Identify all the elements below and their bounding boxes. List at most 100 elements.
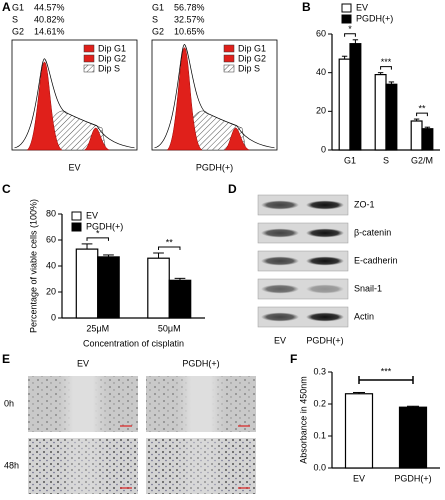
protein-label: β-catenin <box>354 227 391 237</box>
bar <box>344 393 374 469</box>
legend-label: Dip S <box>238 63 260 73</box>
x-tick-label: 25μM <box>86 323 109 333</box>
y-tick-label: 0.0 <box>313 462 326 472</box>
protein-label: Actin <box>354 311 374 321</box>
x-tick-label: 50μM <box>158 323 181 333</box>
y-tick-label: 0.3 <box>313 366 326 376</box>
legend-label: Dip G1 <box>238 43 266 53</box>
blot-band <box>306 284 344 294</box>
histogram-outline <box>154 44 275 149</box>
legend-label: Dip S <box>98 63 120 73</box>
blot-strip <box>257 222 349 244</box>
phase-name: G2 <box>12 26 24 36</box>
blot-band <box>261 256 299 266</box>
phase-percent: 56.78% <box>174 2 205 12</box>
significance-label: *** <box>381 57 392 67</box>
phase-name: S <box>12 14 18 24</box>
bar <box>168 279 192 319</box>
dip-g2-peak <box>224 127 250 151</box>
bar <box>75 248 99 319</box>
blot-strip <box>257 250 349 272</box>
scratch-gap <box>58 438 108 494</box>
scratch-gap <box>176 376 226 432</box>
row-label: 0h <box>4 398 14 408</box>
blot-band <box>306 312 344 322</box>
y-tick-label: 20 <box>316 106 326 116</box>
legend-swatch <box>71 211 82 221</box>
x-axis-label: Concentration of cisplatin <box>83 338 184 348</box>
blot-band <box>306 200 344 210</box>
blot-band <box>261 200 299 210</box>
bar <box>374 73 387 151</box>
phase-name: G2 <box>152 26 164 36</box>
phase-percent: 40.82% <box>34 14 65 24</box>
legend-swatch <box>83 44 95 53</box>
significance-bracket <box>86 237 109 241</box>
significance-bracket <box>416 112 428 117</box>
dip-g2-peak <box>84 127 110 151</box>
significance-bracket <box>380 66 392 70</box>
panel-label: B <box>302 0 311 14</box>
bar <box>349 43 362 151</box>
x-tick-label: G2/M <box>411 155 433 165</box>
phase-name: S <box>152 14 158 24</box>
row-label: 48h <box>4 460 19 470</box>
blot-band <box>261 284 299 294</box>
significance-label: * <box>96 228 100 238</box>
phase-percent: 10.65% <box>174 26 205 36</box>
significance-label: ** <box>418 103 426 113</box>
legend-label: Dip G2 <box>238 53 266 63</box>
blot-band <box>261 312 299 322</box>
significance-label: * <box>348 24 352 34</box>
y-tick-label: 40 <box>46 260 56 270</box>
phase-name: G1 <box>152 2 164 12</box>
lane-label: EV <box>274 335 286 345</box>
phase-name: G1 <box>12 2 24 12</box>
panel-label: C <box>2 182 11 196</box>
blot-band <box>306 228 344 238</box>
significance-label: ** <box>166 237 174 247</box>
legend-label: PGDH(+) <box>356 13 393 23</box>
x-tick-label: S <box>383 155 389 165</box>
protein-label: Snail-1 <box>354 283 382 293</box>
y-tick-label: 0.2 <box>313 398 326 408</box>
protein-label: ZO-1 <box>354 199 375 209</box>
blot-strip <box>257 194 349 216</box>
protein-label: E-cadherin <box>354 255 398 265</box>
legend-swatch <box>341 14 352 24</box>
legend-label: Dip G1 <box>98 43 126 53</box>
legend-swatch <box>83 54 95 63</box>
legend-label: EV <box>86 210 98 220</box>
y-tick-label: 0 <box>51 312 56 322</box>
legend-swatch <box>83 64 95 73</box>
legend-label: EV <box>356 2 368 12</box>
dip-g1-peak <box>26 61 63 151</box>
blot-band <box>306 256 344 266</box>
sample-label: PGDH(+) <box>196 162 233 172</box>
bar <box>398 406 428 469</box>
legend-label: PGDH(+) <box>86 221 123 231</box>
bar <box>421 128 434 151</box>
bar <box>410 120 423 151</box>
sample-label: EV <box>68 162 80 172</box>
lane-label: PGDH(+) <box>306 335 343 345</box>
y-tick-label: 40 <box>316 67 326 77</box>
panel-label: D <box>228 182 237 196</box>
significance-bracket <box>158 246 181 250</box>
legend-swatch <box>341 3 352 13</box>
panel-label: F <box>290 352 297 366</box>
panel-label: E <box>2 352 10 366</box>
bar <box>338 58 351 151</box>
y-tick-label: 80 <box>46 208 56 218</box>
bar <box>385 83 398 151</box>
column-label: PGDH(+) <box>182 358 219 368</box>
panel-label: A <box>2 0 11 14</box>
legend-swatch <box>223 64 235 73</box>
y-tick-label: 0 <box>321 144 326 154</box>
legend-label: Dip G2 <box>98 53 126 63</box>
bar <box>147 257 170 319</box>
significance-label: *** <box>381 366 392 376</box>
legend-swatch <box>71 222 82 232</box>
y-tick-label: 60 <box>46 234 56 244</box>
